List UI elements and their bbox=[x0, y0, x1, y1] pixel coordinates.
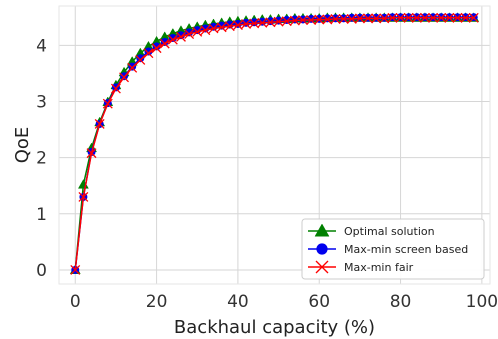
data-point bbox=[208, 23, 219, 34]
data-point bbox=[290, 15, 299, 24]
data-point bbox=[322, 14, 333, 25]
data-point bbox=[151, 43, 162, 54]
plot-border bbox=[58, 5, 491, 285]
data-point bbox=[184, 29, 195, 40]
data-point bbox=[159, 38, 170, 49]
series-group bbox=[69, 12, 480, 275]
x-tick-label: 80 bbox=[390, 292, 412, 312]
data-point bbox=[338, 13, 349, 24]
y-tick-label: 0 bbox=[36, 261, 47, 281]
data-point bbox=[110, 83, 121, 94]
data-point bbox=[242, 18, 251, 27]
data-point bbox=[241, 19, 251, 29]
data-point bbox=[249, 18, 260, 29]
legend: Optimal solution Max-min screen based Max-… bbox=[301, 218, 485, 280]
data-point bbox=[127, 62, 138, 73]
x-tick-label: 0 bbox=[70, 292, 81, 312]
series-x bbox=[70, 12, 479, 275]
data-point bbox=[70, 264, 81, 275]
data-point bbox=[152, 42, 161, 51]
data-point bbox=[143, 48, 154, 59]
data-point bbox=[257, 17, 268, 28]
x-tick-label: 100 bbox=[466, 292, 498, 312]
data-point bbox=[444, 12, 455, 23]
data-point bbox=[136, 54, 145, 63]
data-point bbox=[273, 16, 284, 27]
legend-label: Max-min screen based bbox=[344, 243, 468, 256]
data-point bbox=[411, 12, 422, 23]
data-point bbox=[452, 12, 463, 23]
data-point bbox=[200, 25, 211, 36]
data-point bbox=[363, 13, 373, 24]
data-point bbox=[428, 12, 439, 23]
data-point bbox=[119, 72, 130, 83]
data-point bbox=[347, 13, 356, 22]
x-tick-label: 20 bbox=[146, 292, 168, 312]
axes: 0 20 40 60 80 100 0 1 2 3 4 bbox=[36, 5, 498, 312]
data-point bbox=[250, 18, 259, 27]
data-point bbox=[460, 12, 471, 23]
data-point bbox=[266, 17, 275, 26]
data-point bbox=[274, 16, 283, 25]
data-point bbox=[86, 148, 97, 159]
data-point bbox=[232, 20, 243, 31]
data-point bbox=[192, 26, 203, 37]
data-point bbox=[436, 12, 447, 23]
y-tick-label: 4 bbox=[36, 36, 47, 56]
data-point bbox=[282, 16, 291, 25]
data-point bbox=[265, 17, 276, 28]
y-axis-label: QoE bbox=[12, 127, 33, 164]
x-tick-label: 60 bbox=[308, 292, 330, 312]
y-tick-label: 3 bbox=[36, 92, 47, 112]
data-point bbox=[419, 12, 430, 23]
data-point bbox=[354, 13, 365, 24]
data-point bbox=[281, 16, 292, 27]
data-point bbox=[403, 12, 414, 23]
data-point bbox=[128, 62, 137, 71]
data-point bbox=[314, 14, 325, 25]
data-point bbox=[306, 15, 317, 26]
data-point bbox=[307, 14, 316, 23]
data-point bbox=[102, 98, 113, 109]
legend-label: Optimal solution bbox=[344, 225, 435, 238]
legend-box bbox=[301, 218, 485, 280]
data-point bbox=[298, 15, 308, 26]
data-point bbox=[78, 191, 89, 202]
legend-marker bbox=[314, 223, 330, 237]
grid-lines bbox=[59, 6, 490, 284]
x-axis-label: Backhaul capacity (%) bbox=[174, 317, 375, 338]
data-point bbox=[135, 54, 146, 65]
data-point bbox=[330, 13, 341, 24]
data-point bbox=[94, 118, 105, 129]
data-point bbox=[468, 12, 479, 23]
data-point bbox=[387, 12, 398, 23]
data-point bbox=[379, 13, 390, 24]
y-tick-label: 1 bbox=[36, 205, 47, 225]
x-tick-label: 40 bbox=[227, 292, 249, 312]
legend-marker bbox=[315, 260, 329, 274]
data-point bbox=[144, 47, 153, 56]
legend-label: Max-min fair bbox=[344, 261, 414, 274]
data-point bbox=[289, 15, 300, 26]
data-point bbox=[224, 21, 235, 32]
data-point bbox=[395, 12, 406, 23]
data-point bbox=[371, 13, 382, 24]
y-tick-label: 2 bbox=[36, 149, 47, 169]
data-point bbox=[346, 13, 357, 24]
data-point bbox=[167, 34, 178, 45]
data-point bbox=[216, 22, 227, 33]
legend-marker bbox=[316, 243, 328, 255]
data-point bbox=[323, 14, 332, 23]
data-point bbox=[176, 31, 186, 42]
data-point bbox=[258, 17, 267, 26]
